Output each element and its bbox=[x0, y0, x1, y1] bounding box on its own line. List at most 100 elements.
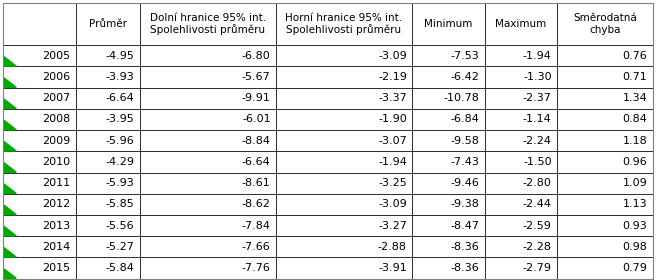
Bar bbox=[485, 45, 557, 66]
Bar bbox=[485, 172, 557, 194]
Bar bbox=[276, 151, 412, 172]
Text: 2015: 2015 bbox=[42, 263, 70, 273]
Text: -3.95: -3.95 bbox=[106, 115, 134, 125]
Bar bbox=[140, 257, 276, 279]
Text: -5.84: -5.84 bbox=[106, 263, 134, 273]
Bar bbox=[485, 257, 557, 279]
Bar bbox=[3, 109, 75, 130]
Text: 0.71: 0.71 bbox=[623, 72, 647, 82]
Text: -2.37: -2.37 bbox=[523, 93, 552, 103]
Bar bbox=[140, 3, 276, 45]
Text: -3.91: -3.91 bbox=[378, 263, 407, 273]
Text: -6.64: -6.64 bbox=[242, 157, 270, 167]
Bar bbox=[557, 236, 653, 257]
Text: 2010: 2010 bbox=[42, 157, 70, 167]
Polygon shape bbox=[4, 57, 16, 66]
Bar bbox=[3, 194, 75, 215]
Bar bbox=[75, 151, 140, 172]
Text: -1.90: -1.90 bbox=[378, 115, 407, 125]
Bar bbox=[140, 130, 276, 151]
Text: -7.76: -7.76 bbox=[241, 263, 270, 273]
Text: -6.64: -6.64 bbox=[106, 93, 134, 103]
Polygon shape bbox=[4, 226, 16, 236]
Bar bbox=[75, 236, 140, 257]
Bar bbox=[412, 66, 485, 88]
Text: -3.93: -3.93 bbox=[106, 72, 134, 82]
Bar bbox=[557, 66, 653, 88]
Text: -2.28: -2.28 bbox=[523, 242, 552, 252]
Bar bbox=[557, 3, 653, 45]
Bar bbox=[140, 236, 276, 257]
Bar bbox=[75, 88, 140, 109]
Polygon shape bbox=[4, 141, 16, 151]
Bar bbox=[140, 194, 276, 215]
Text: -3.37: -3.37 bbox=[378, 93, 407, 103]
Text: 1.09: 1.09 bbox=[623, 178, 647, 188]
Bar bbox=[75, 130, 140, 151]
Bar bbox=[412, 172, 485, 194]
Bar bbox=[276, 215, 412, 236]
Text: 2007: 2007 bbox=[42, 93, 70, 103]
Text: -2.88: -2.88 bbox=[378, 242, 407, 252]
Text: -9.91: -9.91 bbox=[241, 93, 270, 103]
Bar bbox=[557, 257, 653, 279]
Text: Průměr: Průměr bbox=[89, 19, 127, 29]
Text: -1.94: -1.94 bbox=[378, 157, 407, 167]
Bar bbox=[140, 66, 276, 88]
Text: -5.27: -5.27 bbox=[106, 242, 134, 252]
Text: 0.98: 0.98 bbox=[623, 242, 647, 252]
Text: 2011: 2011 bbox=[42, 178, 70, 188]
Text: Minimum: Minimum bbox=[424, 19, 472, 29]
Text: -2.44: -2.44 bbox=[523, 199, 552, 209]
Bar bbox=[276, 88, 412, 109]
Bar bbox=[140, 45, 276, 66]
Bar bbox=[3, 236, 75, 257]
Bar bbox=[557, 109, 653, 130]
Text: -6.84: -6.84 bbox=[451, 115, 480, 125]
Bar bbox=[485, 151, 557, 172]
Text: 2006: 2006 bbox=[42, 72, 70, 82]
Text: Dolní hranice 95% int.
Spolehlivosti průměru: Dolní hranice 95% int. Spolehlivosti prů… bbox=[150, 13, 266, 35]
Text: 0.79: 0.79 bbox=[623, 263, 647, 273]
Text: -7.53: -7.53 bbox=[451, 51, 480, 61]
Bar bbox=[75, 109, 140, 130]
Text: 2014: 2014 bbox=[42, 242, 70, 252]
Text: -7.84: -7.84 bbox=[241, 221, 270, 230]
Bar bbox=[412, 257, 485, 279]
Text: -3.09: -3.09 bbox=[378, 199, 407, 209]
Bar bbox=[557, 215, 653, 236]
Bar bbox=[140, 151, 276, 172]
Text: Maximum: Maximum bbox=[495, 19, 546, 29]
Bar bbox=[276, 66, 412, 88]
Bar bbox=[75, 3, 140, 45]
Text: -8.47: -8.47 bbox=[450, 221, 480, 230]
Text: 2005: 2005 bbox=[42, 51, 70, 61]
Bar bbox=[3, 3, 75, 45]
Text: 0.96: 0.96 bbox=[623, 157, 647, 167]
Bar bbox=[485, 88, 557, 109]
Bar bbox=[485, 130, 557, 151]
Polygon shape bbox=[4, 248, 16, 257]
Text: -3.07: -3.07 bbox=[378, 136, 407, 146]
Text: -9.58: -9.58 bbox=[451, 136, 480, 146]
Text: -8.61: -8.61 bbox=[242, 178, 270, 188]
Bar bbox=[412, 151, 485, 172]
Polygon shape bbox=[4, 184, 16, 193]
Text: -4.29: -4.29 bbox=[106, 157, 134, 167]
Text: 0.84: 0.84 bbox=[623, 115, 647, 125]
Bar bbox=[557, 172, 653, 194]
Bar bbox=[485, 3, 557, 45]
Bar bbox=[412, 130, 485, 151]
Bar bbox=[412, 236, 485, 257]
Text: -5.85: -5.85 bbox=[106, 199, 134, 209]
Text: -2.59: -2.59 bbox=[523, 221, 552, 230]
Text: -2.79: -2.79 bbox=[523, 263, 552, 273]
Text: -3.25: -3.25 bbox=[378, 178, 407, 188]
Bar bbox=[3, 172, 75, 194]
Bar bbox=[412, 88, 485, 109]
Bar bbox=[276, 109, 412, 130]
Text: -1.50: -1.50 bbox=[523, 157, 552, 167]
Bar bbox=[412, 3, 485, 45]
Text: 1.13: 1.13 bbox=[623, 199, 647, 209]
Text: 2008: 2008 bbox=[42, 115, 70, 125]
